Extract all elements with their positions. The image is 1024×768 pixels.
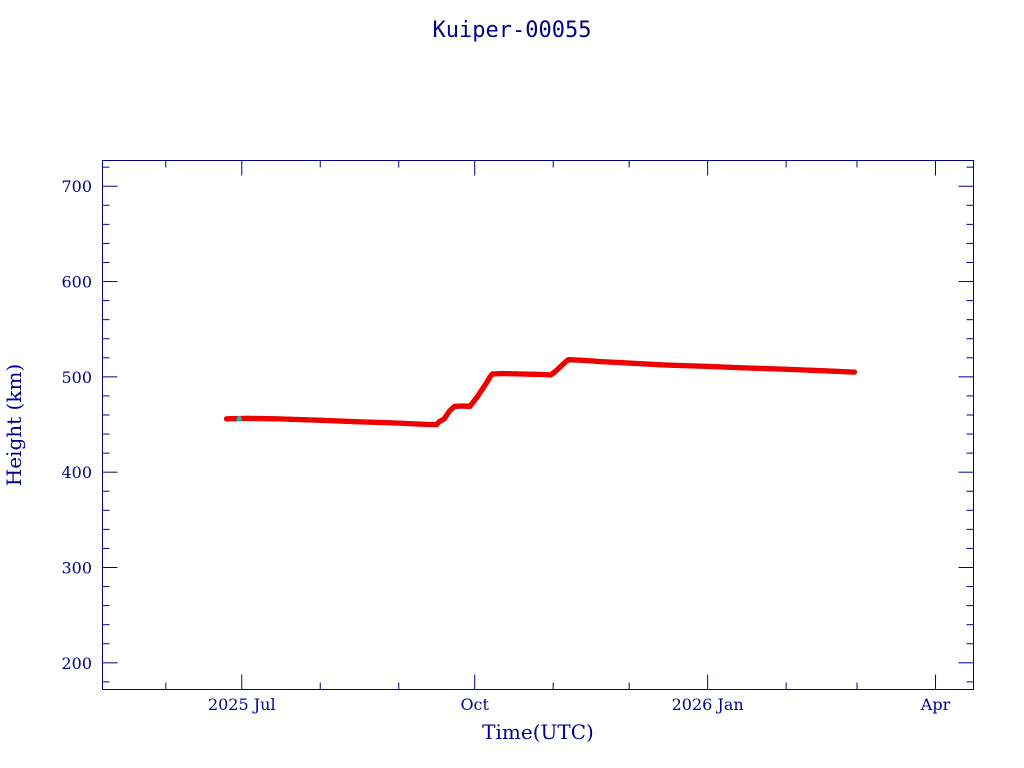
x-tick-label: 2025 Jul	[208, 695, 276, 714]
y-tick-label: 700	[61, 177, 92, 196]
x-tick-label: 2026 Jan	[672, 695, 744, 714]
tick-labels: 200 300 400 500 600 700 2025 Jul Oct 2026 Jan Apr	[61, 177, 950, 714]
y-tick-label: 600	[61, 273, 92, 292]
data-point	[851, 369, 858, 375]
x-tick-label: Apr	[920, 695, 951, 714]
y-tick-label: 400	[61, 463, 92, 482]
y-axis-label: Height (km)	[2, 364, 26, 486]
y-tick-label: 500	[61, 368, 92, 387]
data-points	[223, 357, 858, 428]
y-tick-label: 300	[61, 558, 92, 577]
axis-ticks	[102, 160, 974, 690]
plot-frame	[102, 160, 974, 690]
y-tick-label: 200	[61, 654, 92, 673]
chart-title: Kuiper-00055	[433, 18, 592, 43]
x-tick-label: Oct	[460, 695, 489, 714]
x-axis-label: Time(UTC)	[482, 720, 594, 744]
data-point	[236, 416, 242, 422]
